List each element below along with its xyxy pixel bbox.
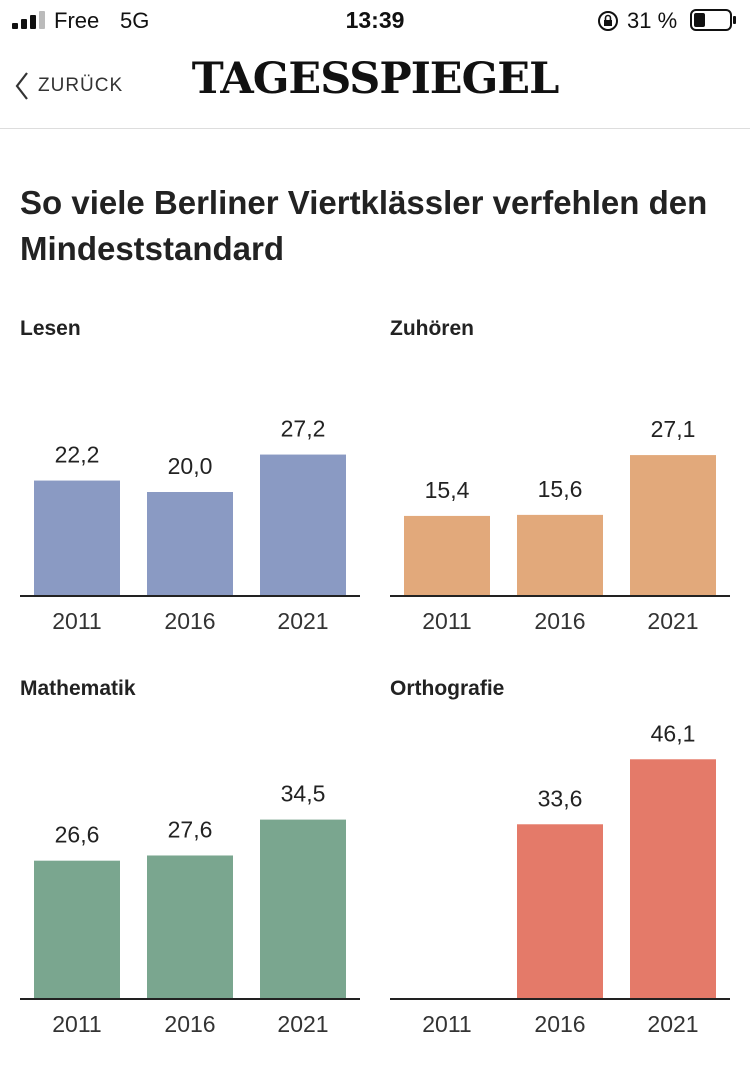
publisher-logo: TAGESSPIEGEL	[191, 54, 560, 104]
value-label-zuhoeren-2021: 27,1	[651, 416, 696, 442]
value-label-lesen-2021: 27,2	[281, 416, 326, 442]
back-button[interactable]: ZURÜCK	[14, 68, 123, 104]
tick-label-orthografie-2021: 2021	[647, 1011, 698, 1037]
panel-title-lesen: Lesen	[20, 317, 81, 340]
tick-label-mathematik-2011: 2011	[52, 1011, 101, 1037]
clock: 13:39	[345, 7, 405, 33]
value-label-mathematik-2016: 27,6	[168, 816, 213, 842]
value-label-mathematik-2011: 26,6	[55, 822, 100, 848]
bar-lesen-2021	[260, 454, 346, 596]
bar-lesen-2016	[147, 492, 233, 596]
rotation-lock-icon	[598, 11, 618, 31]
value-label-orthografie-2016: 33,6	[538, 785, 583, 811]
panel-title-zuhoeren: Zuhören	[390, 317, 474, 340]
panel-title-orthografie: Orthografie	[390, 677, 505, 700]
value-label-zuhoeren-2016: 15,6	[538, 476, 583, 502]
tick-label-zuhoeren-2011: 2011	[422, 608, 471, 634]
back-label: ZURÜCK	[38, 75, 124, 96]
network-type: 5G	[120, 8, 150, 33]
battery-percentage: 31 %	[627, 8, 678, 33]
panel-title-mathematik: Mathematik	[20, 677, 136, 700]
carrier-name: Free	[54, 8, 100, 33]
value-label-lesen-2011: 22,2	[55, 442, 100, 468]
tick-label-zuhoeren-2016: 2016	[534, 608, 585, 634]
value-label-zuhoeren-2011: 15,4	[425, 477, 470, 503]
bar-zuhoeren-2021	[630, 455, 716, 596]
value-label-lesen-2016: 20,0	[168, 453, 213, 479]
value-label-orthografie-2021: 46,1	[651, 720, 696, 746]
bar-lesen-2011	[34, 480, 120, 596]
bar-mathematik-2021	[260, 819, 346, 999]
chevron-left-icon	[15, 72, 28, 100]
tick-label-lesen-2011: 2011	[52, 608, 101, 634]
tick-label-orthografie-2011: 2011	[422, 1011, 471, 1037]
signal-strength-icon	[12, 11, 45, 29]
tick-label-lesen-2016: 2016	[164, 608, 215, 634]
battery-icon	[690, 9, 736, 31]
status-bar: Free 5G 13:39 31 %	[0, 0, 750, 44]
tick-label-mathematik-2021: 2021	[277, 1011, 328, 1037]
bar-zuhoeren-2011	[404, 515, 490, 596]
bar-mathematik-2011	[34, 860, 120, 999]
nav-bar: ZURÜCK TAGESSPIEGEL	[0, 44, 750, 129]
bar-zuhoeren-2016	[517, 514, 603, 596]
tick-label-zuhoeren-2021: 2021	[647, 608, 698, 634]
tick-label-lesen-2021: 2021	[277, 608, 328, 634]
bar-mathematik-2016	[147, 855, 233, 999]
bar-orthografie-2016	[517, 824, 603, 999]
bar-orthografie-2021	[630, 759, 716, 999]
chart-title: So viele Berliner Viertklässler verfehle…	[20, 184, 708, 267]
tick-label-mathematik-2016: 2016	[164, 1011, 215, 1037]
tick-label-orthografie-2016: 2016	[534, 1011, 585, 1037]
value-label-mathematik-2021: 34,5	[281, 781, 326, 807]
